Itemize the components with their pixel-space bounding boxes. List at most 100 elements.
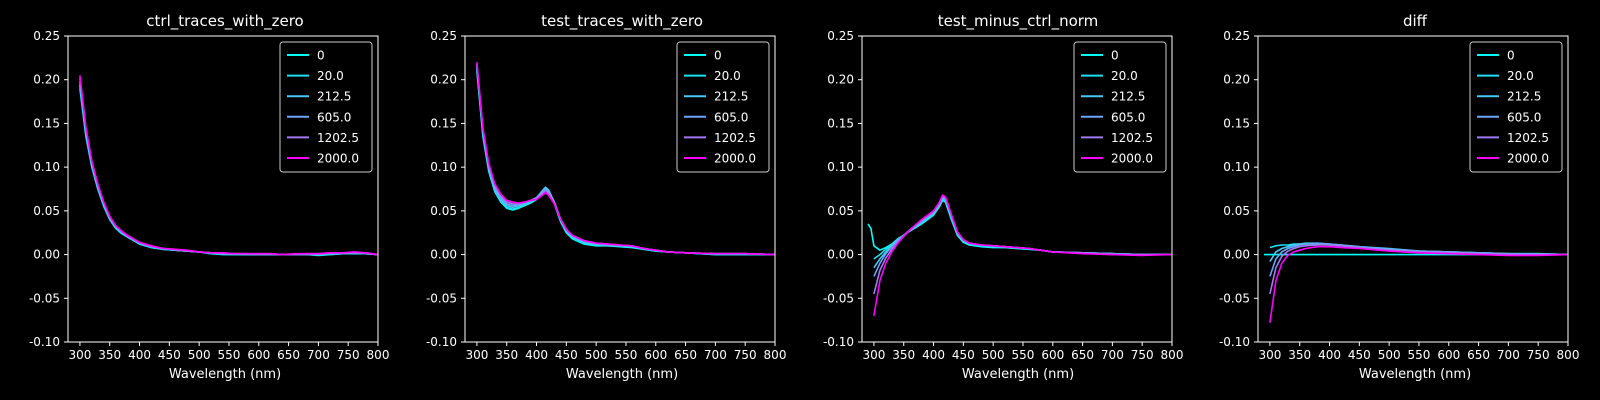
chart-title: diff (1403, 12, 1428, 30)
y-tick-label: 0.25 (1223, 29, 1250, 43)
y-tick-label: 0.25 (827, 29, 854, 43)
x-tick-label: 750 (734, 348, 757, 362)
legend-entry: 2000.0 (1081, 152, 1153, 166)
y-tick-label: 0.10 (1223, 160, 1250, 174)
legend-entry: 605.0 (1081, 110, 1145, 124)
x-tick-label: 300 (862, 348, 885, 362)
legend-label: 212.5 (1111, 90, 1145, 104)
y-tick-label: 0.15 (827, 116, 854, 130)
x-axis-label: Wavelength (nm) (1359, 367, 1471, 382)
legend-label: 2000.0 (1111, 152, 1153, 166)
y-tick-label: -0.05 (426, 291, 457, 305)
legend-entry: 0 (684, 49, 722, 63)
legend-entry: 212.5 (287, 90, 351, 104)
legend-entry: 2000.0 (684, 152, 756, 166)
legend-entry: 1202.5 (287, 131, 359, 145)
legend-entry: 1202.5 (1081, 131, 1153, 145)
series-line-2000.0 (476, 62, 775, 256)
x-tick-label: 750 (337, 348, 360, 362)
series-lines (79, 75, 378, 257)
legend-box (1469, 41, 1563, 173)
subplot-4: diff Wavelength (nm) 300 350 400 450 500 550 6… (1219, 12, 1580, 382)
legend-entry: 20.0 (684, 69, 741, 83)
y-tick-label: -0.10 (29, 335, 60, 349)
x-tick-label: 800 (367, 348, 390, 362)
legend-label: 1202.5 (317, 131, 359, 145)
legend-box (676, 41, 770, 173)
legend: 0 20.0 212.5 605.0 1202.5 2000.0 (676, 41, 770, 173)
x-tick-label: 300 (465, 348, 488, 362)
x-tick-label: 700 (1101, 348, 1124, 362)
legend-box (1073, 41, 1167, 173)
legend-label: 20.0 (1111, 69, 1138, 83)
legend-entry: 20.0 (1081, 69, 1138, 83)
x-tick-label: 400 (1318, 348, 1341, 362)
legend-label: 0 (1507, 49, 1515, 63)
legend-label: 605.0 (317, 110, 351, 124)
y-tick-label: 0.20 (430, 73, 457, 87)
legend-label: 2000.0 (317, 152, 359, 166)
legend-label: 0 (1111, 49, 1119, 63)
x-tick-label: 350 (892, 348, 915, 362)
legend: 0 20.0 212.5 605.0 1202.5 2000.0 (1073, 41, 1167, 173)
legend-label: 0 (317, 49, 325, 63)
y-tick-label: 0.00 (33, 248, 60, 262)
legend-label: 605.0 (1507, 110, 1541, 124)
x-tick-label: 400 (128, 348, 151, 362)
y-tick-label: 0.00 (1223, 248, 1250, 262)
y-tick-label: -0.10 (1219, 335, 1250, 349)
y-tick-label: -0.10 (426, 335, 457, 349)
x-tick-label: 800 (764, 348, 787, 362)
x-tick-label: 750 (1527, 348, 1550, 362)
axes-frame (464, 35, 776, 343)
x-tick-label: 500 (188, 348, 211, 362)
legend-label: 20.0 (714, 69, 741, 83)
axes-frame (861, 35, 1173, 343)
legend-entry: 1202.5 (684, 131, 756, 145)
legend-label: 605.0 (1111, 110, 1145, 124)
x-tick-label: 700 (1497, 348, 1520, 362)
x-tick-label: 650 (674, 348, 697, 362)
y-tick-label: -0.05 (29, 291, 60, 305)
y-tick-label: 0.20 (1223, 73, 1250, 87)
legend-label: 212.5 (714, 90, 748, 104)
x-tick-label: 400 (525, 348, 548, 362)
series-lines (1264, 242, 1568, 323)
y-tick-label: 0.10 (430, 160, 457, 174)
x-tick-label: 500 (982, 348, 1005, 362)
series-line-2000.0 (79, 75, 378, 256)
y-tick-label: 0.20 (33, 73, 60, 87)
y-tick-label: 0.05 (430, 204, 457, 218)
y-tick-label: 0.10 (827, 160, 854, 174)
x-tick-label: 300 (1258, 348, 1281, 362)
y-tick-label: 0.00 (827, 248, 854, 262)
y-tick-label: -0.10 (823, 335, 854, 349)
series-lines (867, 194, 1172, 316)
legend-entry: 605.0 (684, 110, 748, 124)
x-tick-label: 400 (922, 348, 945, 362)
legend: 0 20.0 212.5 605.0 1202.5 2000.0 (279, 41, 373, 173)
y-tick-label: 0.15 (1223, 116, 1250, 130)
y-tick-label: 0.25 (33, 29, 60, 43)
legend-label: 2000.0 (1507, 152, 1549, 166)
x-tick-label: 350 (1288, 348, 1311, 362)
x-tick-label: 550 (615, 348, 638, 362)
legend-label: 1202.5 (714, 131, 756, 145)
legend-entry: 605.0 (287, 110, 351, 124)
y-tick-label: 0.15 (33, 116, 60, 130)
legend-label: 20.0 (317, 69, 344, 83)
legend-entry: 2000.0 (287, 152, 359, 166)
legend-label: 1202.5 (1111, 131, 1153, 145)
x-tick-label: 550 (1012, 348, 1035, 362)
y-tick-label: 0.05 (33, 204, 60, 218)
legend-entry: 0 (1081, 49, 1119, 63)
x-tick-label: 650 (1071, 348, 1094, 362)
x-axis-label: Wavelength (nm) (566, 367, 678, 382)
y-tick-label: 0.10 (33, 160, 60, 174)
legend-label: 212.5 (317, 90, 351, 104)
x-tick-label: 750 (1131, 348, 1154, 362)
x-tick-label: 700 (307, 348, 330, 362)
y-tick-label: 0.25 (430, 29, 457, 43)
chart-title: test_minus_ctrl_norm (938, 12, 1099, 31)
y-tick-label: -0.05 (823, 291, 854, 305)
